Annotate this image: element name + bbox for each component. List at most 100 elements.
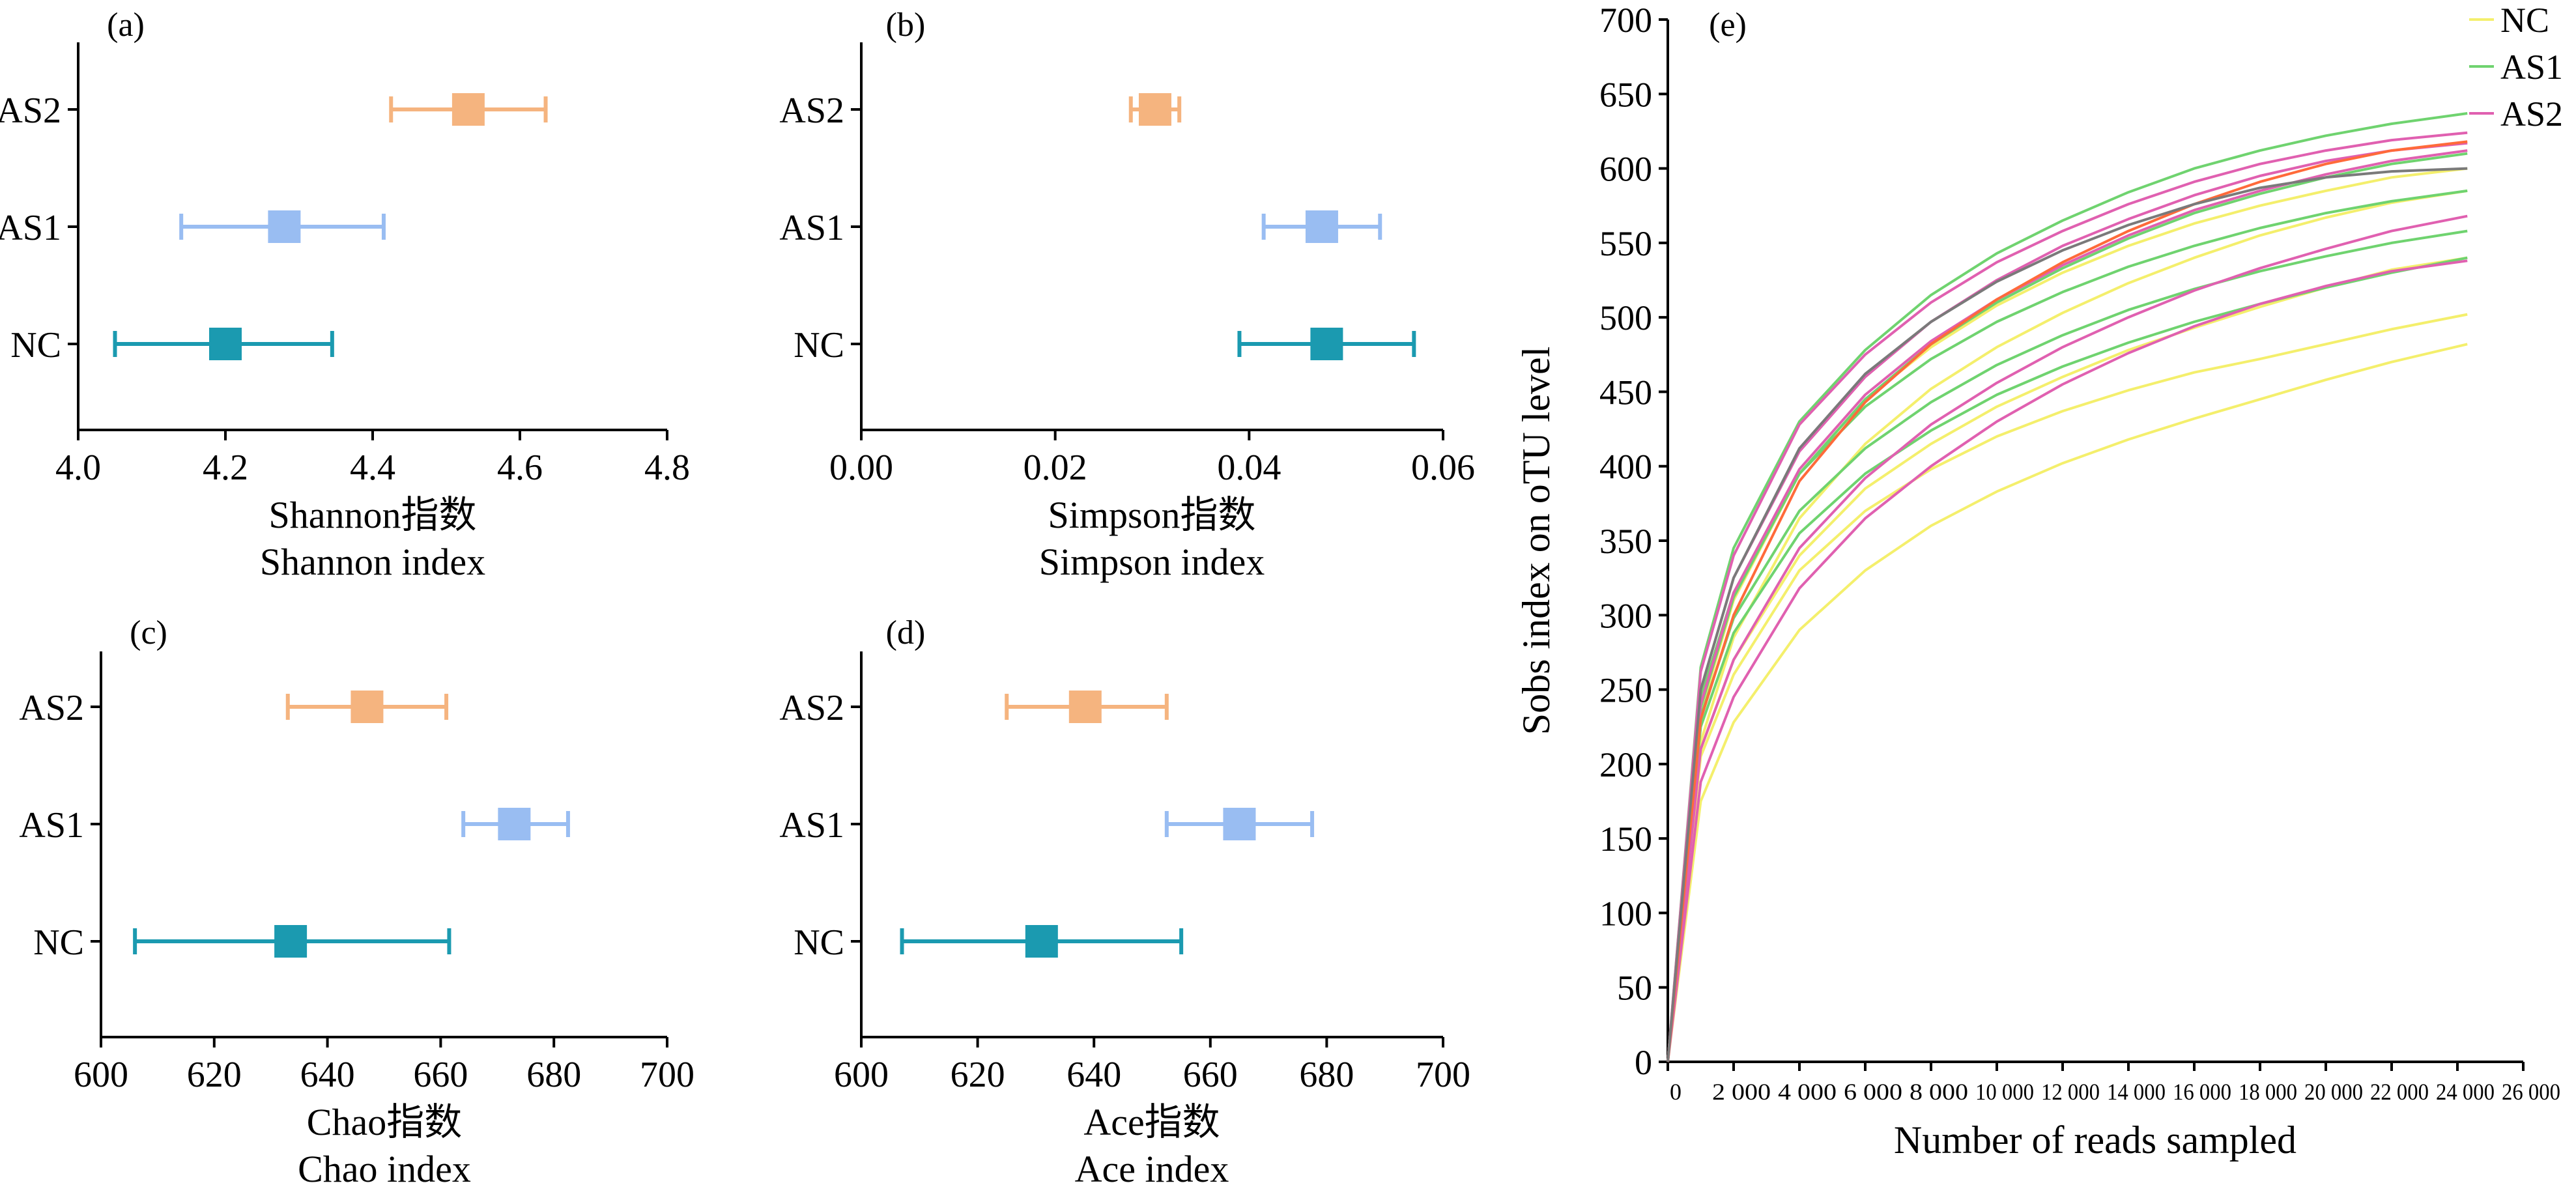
x-axis-title: Chao index	[298, 1148, 471, 1183]
x-tick-label: 18 000	[2239, 1079, 2297, 1105]
series-line	[1667, 229, 2468, 1062]
series-line	[1667, 256, 2468, 1062]
y-tick-label: 200	[1599, 745, 1652, 784]
legend-label: AS1	[2500, 48, 2563, 87]
x-tick-label: 14 000	[2107, 1079, 2166, 1105]
series-line	[1667, 343, 2468, 1062]
x-tick-label: 700	[1416, 1055, 1470, 1095]
panel-label: (d)	[886, 614, 926, 651]
mean-marker	[498, 808, 531, 840]
x-axis-title: Ace index	[1075, 1148, 1229, 1183]
x-tick-label: 24 000	[2436, 1079, 2495, 1105]
x-tick-label: 620	[187, 1055, 242, 1095]
curves	[1667, 112, 2468, 1062]
x-tick-label: 620	[951, 1055, 1005, 1095]
mean-marker	[451, 93, 485, 126]
x-tick-label: 0.02	[1023, 448, 1087, 488]
x-tick-label: 640	[300, 1055, 355, 1095]
y-tick-label: 550	[1599, 224, 1652, 263]
mean-marker	[1068, 691, 1102, 723]
panel-d: (d) 600 620 640 660 680 700 AS2 AS1 NC Ace指数 Ace in…	[779, 614, 1470, 1183]
point-as2	[285, 691, 449, 723]
legend-label: NC	[2500, 1, 2549, 40]
x-tick-label: 26 000	[2502, 1079, 2560, 1105]
mean-marker	[1138, 93, 1171, 126]
y-tick-label: 100	[1599, 894, 1652, 933]
panel-label: (a)	[107, 7, 145, 44]
y-tick-label: 300	[1599, 596, 1652, 635]
series-line	[1667, 112, 2468, 1062]
point-nc	[133, 925, 451, 958]
category-label: AS2	[779, 91, 844, 131]
category-label: AS1	[779, 208, 844, 248]
x-tick-label: 640	[1066, 1055, 1121, 1095]
series-line	[1667, 259, 2468, 1062]
mean-marker	[1305, 210, 1338, 243]
x-axis-title-cn: Chao指数	[307, 1101, 462, 1143]
category-label: NC	[794, 922, 844, 963]
x-tick-label: 0.06	[1411, 448, 1475, 488]
y-tick-label: 450	[1599, 373, 1652, 412]
x-tick-label: 10 000	[1975, 1079, 2034, 1105]
x-axis-title-cn: Shannon指数	[268, 494, 476, 536]
y-tick-label: 600	[1599, 150, 1652, 189]
series-line	[1667, 167, 2468, 1062]
x-tick-label: 4 000	[1778, 1079, 1837, 1105]
x-tick-label: 4.4	[350, 448, 395, 488]
x-tick-label: 12 000	[2041, 1079, 2100, 1105]
x-tick-label: 600	[834, 1055, 889, 1095]
x-tick-label: 8 000	[1910, 1079, 1968, 1105]
mean-marker	[274, 925, 308, 958]
point-as1	[179, 210, 386, 243]
x-tick-label: 0.00	[829, 448, 893, 488]
x-tick-label: 4.8	[644, 448, 690, 488]
x-tick-label: 22 000	[2370, 1079, 2429, 1105]
panel-a: (a) 4.0 4.2 4.4 4.6 4.8 AS2 AS1 NC Shannon指数 Shann…	[0, 7, 690, 583]
x-tick-label: 660	[413, 1055, 468, 1095]
category-label: NC	[10, 325, 61, 365]
x-tick-label: 2 000	[1712, 1079, 1771, 1105]
category-label: AS2	[779, 688, 844, 728]
y-tick-label: 650	[1599, 75, 1652, 114]
point-as2	[1005, 691, 1169, 723]
x-tick-label: 16 000	[2173, 1079, 2231, 1105]
point-as1	[461, 808, 570, 840]
point-nc	[113, 328, 334, 360]
series-line	[1667, 189, 2468, 1062]
x-tick-label: 680	[1299, 1055, 1354, 1095]
point-as1	[1261, 210, 1382, 243]
point-nc	[900, 925, 1184, 958]
x-tick-label: 4.2	[203, 448, 248, 488]
category-label: AS2	[0, 91, 61, 131]
x-tick-label: 600	[74, 1055, 128, 1095]
y-tick-label: 400	[1599, 448, 1652, 487]
x-tick-label: 20 000	[2304, 1079, 2363, 1105]
point-as1	[1164, 808, 1315, 840]
category-label: AS1	[19, 805, 84, 846]
point-as2	[389, 93, 548, 126]
y-tick-label: 0	[1635, 1043, 1652, 1082]
category-label: AS1	[0, 208, 61, 248]
series-line	[1667, 167, 2468, 1062]
panel-label: (c)	[130, 614, 167, 651]
mean-marker	[1223, 808, 1256, 840]
x-tick-label: 700	[640, 1055, 694, 1095]
series-line	[1667, 256, 2468, 1062]
category-label: AS2	[19, 688, 84, 728]
series-line	[1667, 214, 2468, 1062]
y-tick-label: 500	[1599, 298, 1652, 337]
x-axis-title: Shannon index	[260, 541, 485, 583]
panel-label: (b)	[886, 7, 926, 44]
x-tick-label: 660	[1183, 1055, 1238, 1095]
y-tick-label: 150	[1599, 820, 1652, 859]
y-tick-label: 50	[1617, 969, 1652, 1008]
y-tick-label: 700	[1599, 1, 1652, 40]
y-tick-label: 350	[1599, 522, 1652, 561]
x-axis-title-cn: Simpson指数	[1048, 494, 1255, 536]
panel-label: (e)	[1709, 7, 1747, 44]
y-axis-title: Sobs index on oTU level	[1515, 347, 1558, 735]
panel-b: (b) 0.00 0.02 0.04 0.06 AS2 AS1 NC Simpson指数 Simp…	[779, 7, 1475, 583]
legend-label: AS2	[2500, 94, 2563, 134]
series-line	[1667, 131, 2468, 1062]
